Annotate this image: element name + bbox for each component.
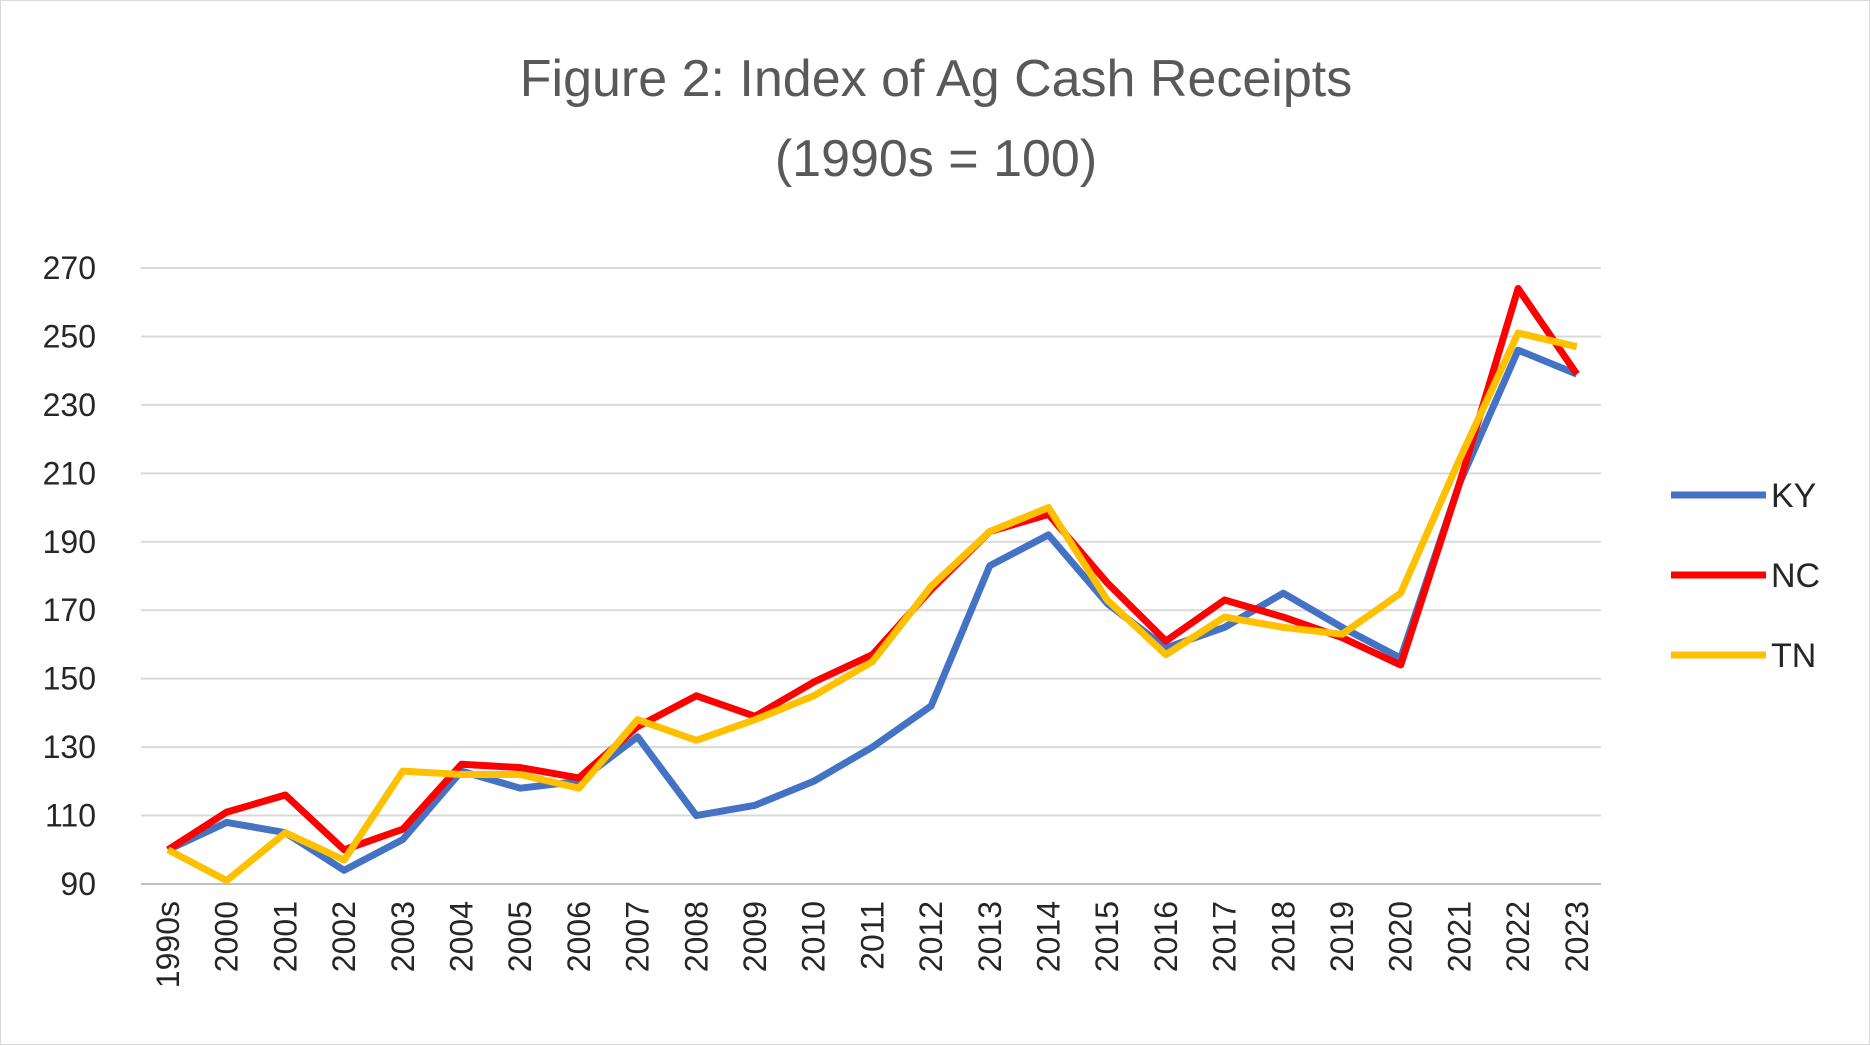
x-tick-label: 2019 — [1324, 901, 1360, 972]
y-tick-label: 150 — [43, 661, 96, 697]
x-tick-label: 2014 — [1031, 901, 1067, 972]
x-tick-label: 2022 — [1500, 901, 1536, 972]
legend: KY NC TN — [1671, 477, 1820, 675]
series-line-nc — [166, 285, 1580, 854]
y-axis-ticks: 90 110 130 150 170 190 210 230 250 270 — [43, 250, 96, 902]
chart-subtitle: (1990s = 100) — [775, 130, 1097, 188]
y-tick-label: 230 — [43, 387, 96, 423]
x-tick-label: 2004 — [444, 901, 480, 972]
x-tick-label: 2011 — [854, 901, 890, 970]
series-line-ky — [166, 346, 1579, 874]
x-tick-label: 2005 — [502, 901, 538, 972]
y-tick-label: 270 — [43, 250, 96, 286]
y-tick-label: 110 — [45, 798, 96, 834]
x-tick-label: 2000 — [209, 901, 245, 972]
legend-label-ky: KY — [1771, 477, 1816, 515]
x-tick-label: 2016 — [1148, 901, 1184, 972]
legend-label-tn: TN — [1771, 637, 1816, 675]
x-tick-label: 2017 — [1207, 901, 1243, 972]
x-tick-label: 2013 — [972, 901, 1008, 972]
x-tick-label: 2010 — [796, 901, 832, 972]
x-tick-label: 2007 — [620, 901, 656, 972]
x-axis-ticks: 1990s 2000 2001 2002 2003 2004 2005 2006 2007 200… — [150, 901, 1595, 988]
y-tick-label: 210 — [43, 455, 96, 491]
series-line-tn — [166, 329, 1578, 885]
x-tick-label: 2015 — [1089, 901, 1125, 972]
x-tick-label: 1990s — [150, 901, 186, 988]
x-tick-label: 2012 — [913, 901, 949, 972]
y-tick-label: 250 — [43, 318, 96, 354]
series-lines — [166, 285, 1580, 885]
x-tick-label: 2021 — [1441, 901, 1477, 972]
y-tick-label: 90 — [60, 866, 96, 902]
x-tick-label: 2018 — [1265, 901, 1301, 972]
x-tick-label: 2023 — [1559, 901, 1595, 972]
y-tick-label: 130 — [43, 729, 96, 765]
x-tick-label: 2009 — [737, 901, 773, 972]
legend-label-nc: NC — [1771, 557, 1820, 595]
x-tick-label: 2020 — [1383, 901, 1419, 972]
chart-title: Figure 2: Index of Ag Cash Receipts — [520, 50, 1352, 108]
x-tick-label: 2002 — [326, 901, 362, 972]
x-tick-label: 2001 — [267, 901, 303, 972]
x-tick-label: 2003 — [385, 901, 421, 972]
y-tick-label: 170 — [43, 592, 96, 628]
y-tick-label: 190 — [43, 524, 96, 560]
x-tick-label: 2008 — [678, 901, 714, 972]
gridlines — [141, 267, 1601, 885]
x-tick-label: 2006 — [561, 901, 597, 972]
